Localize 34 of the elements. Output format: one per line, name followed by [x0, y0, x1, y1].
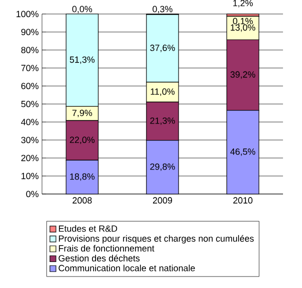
y-tick-label: 90%: [21, 28, 38, 36]
x-tick-label: 2010: [233, 197, 252, 204]
x-tick-label: 2009: [152, 197, 172, 204]
data-label: 39,2%: [230, 71, 256, 79]
y-tick-label: 70%: [21, 64, 38, 72]
data-label: 1,2%: [233, 0, 253, 8]
legend-label: Communication locale et nationale: [58, 264, 195, 272]
x-tick-label: 2008: [72, 197, 92, 204]
data-label: 11,0%: [150, 88, 175, 96]
data-label: 13,0%: [230, 24, 256, 32]
data-label: 0,0%: [72, 6, 92, 14]
data-label: 37,6%: [150, 44, 175, 52]
data-label: 22,0%: [70, 136, 95, 144]
y-tick-label: 100%: [16, 10, 38, 18]
y-tick-label: 50%: [21, 100, 38, 108]
data-label: 51,3%: [70, 56, 95, 64]
data-label: 18,8%: [70, 173, 95, 181]
data-label: 0,1%: [232, 18, 253, 26]
y-tick-label: 30%: [21, 136, 38, 144]
data-label: 7,9%: [72, 110, 92, 118]
y-tick-label: 80%: [21, 46, 38, 54]
y-tick-label: 10%: [22, 172, 38, 180]
data-label: 0,3%: [152, 6, 172, 14]
y-tick-label: 20%: [21, 154, 38, 162]
legend-label: Etudes et R&D: [58, 225, 118, 232]
legend-label: Frais de fonctionnement: [58, 244, 154, 252]
y-tick-label: 60%: [21, 82, 38, 90]
legend-label: Gestion des déchets: [58, 254, 140, 262]
data-label: 46,5%: [230, 148, 256, 156]
y-tick-label: 0%: [26, 190, 38, 198]
data-label: 21,3%: [150, 117, 175, 125]
data-label: 29,8%: [150, 163, 175, 171]
y-tick-label: 40%: [21, 118, 38, 126]
legend-label: Provisions pour risques et charges non cumulées: [58, 235, 254, 244]
